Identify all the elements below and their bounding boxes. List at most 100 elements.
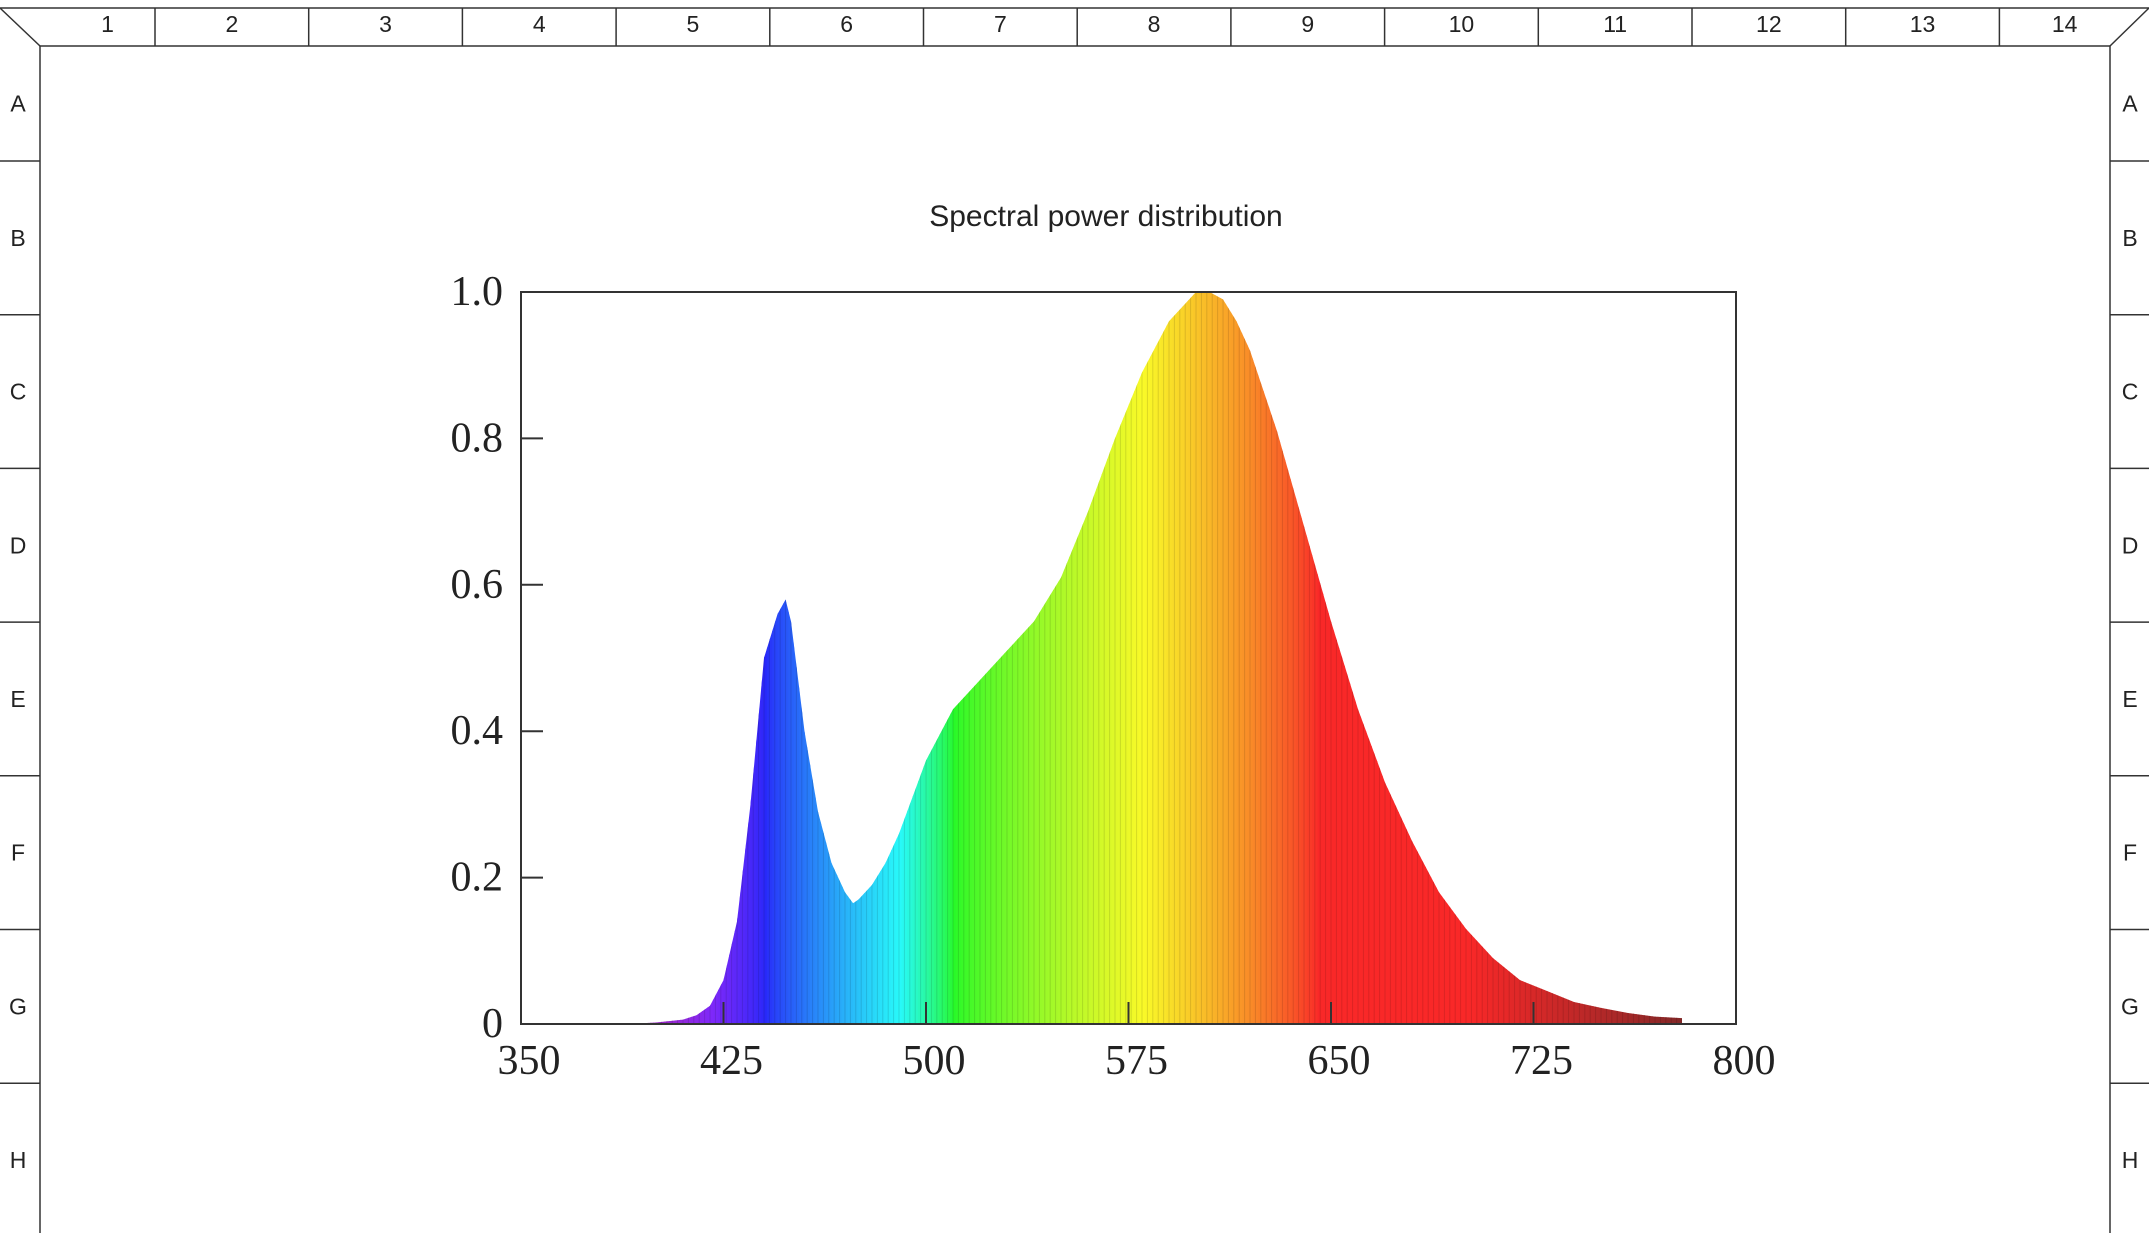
spectrum-band [664, 292, 668, 1024]
spectrum-band [1255, 292, 1259, 1024]
spectrum-band [1204, 292, 1208, 1024]
spectrum-band [677, 292, 681, 1024]
spectrum-band [1109, 292, 1113, 1024]
spectrum-band [1679, 292, 1682, 1024]
spectrum-band [1514, 292, 1518, 1024]
spectrum-band [1131, 292, 1135, 1024]
row-label: H [10, 1147, 27, 1173]
spectrum-band [1052, 292, 1057, 1024]
column-label: 2 [225, 11, 238, 37]
reference-border [0, 7, 2149, 1233]
x-tick-label: 500 [903, 1038, 966, 1084]
spectrum-band [602, 292, 603, 1024]
spectrum-band [1163, 292, 1167, 1024]
spectrum-band [715, 292, 719, 1024]
spectrum-band [1007, 292, 1011, 1024]
x-tick-label: 800 [1713, 1038, 1776, 1084]
spectrum-band [1185, 292, 1189, 1024]
spectrum-band [642, 292, 646, 1024]
spectrum-fill [602, 292, 1682, 1024]
spectrum-band [720, 292, 725, 1024]
spectrum-band [629, 292, 633, 1024]
column-label: 6 [840, 11, 853, 37]
spectrum-band [650, 292, 654, 1024]
column-labels: 1 2 3 4 5 6 7 8 9 10 11 12 13 14 [101, 11, 2078, 37]
spectrum-band [1061, 292, 1065, 1024]
spectrum-band [1587, 292, 1591, 1024]
spectrum-band [1333, 292, 1337, 1024]
y-tick-label: 1.0 [451, 269, 504, 315]
spectrum-band [1592, 292, 1597, 1024]
row-label: A [10, 91, 26, 117]
spectrum-band [1641, 292, 1645, 1024]
spectrum-band [1004, 292, 1008, 1024]
spectrum-band [1528, 292, 1532, 1024]
spectrum-band [1579, 292, 1583, 1024]
spectrum-band [1012, 292, 1016, 1024]
spectrum-band [1266, 292, 1270, 1024]
spectrum-band [1509, 292, 1513, 1024]
spectrum-band [645, 292, 649, 1024]
spectrum-band [1584, 292, 1589, 1024]
spectrum-band [1590, 292, 1594, 1024]
spectrum-band [1063, 292, 1067, 1024]
spectrum-band [1239, 292, 1243, 1024]
spectrum-band [1646, 292, 1651, 1024]
spectrum-band [699, 292, 703, 1024]
spectrum-band [1309, 292, 1313, 1024]
spectrum-band [1676, 292, 1680, 1024]
spectrum-band [1565, 292, 1570, 1024]
spectrum-band [1252, 292, 1256, 1024]
spectrum-band [1520, 292, 1524, 1024]
spectrum-band [1530, 292, 1535, 1024]
spectrum-band [1609, 292, 1613, 1024]
spectrum-band [1187, 292, 1192, 1024]
spectrum-band [1112, 292, 1116, 1024]
spectrum-band [1225, 292, 1229, 1024]
spectrum-band [1169, 292, 1173, 1024]
spectrum-band [1541, 292, 1545, 1024]
spectrum-band [1160, 292, 1165, 1024]
spectrum-band [1568, 292, 1572, 1024]
spectrum-band [691, 292, 695, 1024]
spectrum-band [1096, 292, 1100, 1024]
row-label: C [2122, 379, 2139, 405]
spectrum-band [1144, 292, 1148, 1024]
spectrum-band [1044, 292, 1049, 1024]
row-label: H [2122, 1147, 2139, 1173]
spectrum-band [1193, 292, 1197, 1024]
spectrum-band [618, 292, 622, 1024]
spectrum-band [1050, 292, 1054, 1024]
spectrum-band [1636, 292, 1640, 1024]
spectrum-band [1279, 292, 1283, 1024]
spectrum-band [1460, 292, 1464, 1024]
spectrum-band [1077, 292, 1081, 1024]
spectrum-band [1158, 292, 1162, 1024]
spectrum-band [1493, 292, 1497, 1024]
spectrum-band [1206, 292, 1211, 1024]
spectrum-band [1660, 292, 1664, 1024]
spectrum-band [1298, 292, 1302, 1024]
spectrum-stripes [602, 292, 1682, 1024]
spectrum-band [1295, 292, 1300, 1024]
spectrum-band [1247, 292, 1251, 1024]
spectrum-band [683, 292, 687, 1024]
spectrum-band [1574, 292, 1578, 1024]
spectrum-band [656, 292, 660, 1024]
spectrum-band [731, 292, 735, 1024]
spectrum-band [1015, 292, 1019, 1024]
spectrum-band [620, 292, 625, 1024]
spectrum-band [1139, 292, 1143, 1024]
spectrum-band [1093, 292, 1097, 1024]
spectrum-band [728, 292, 733, 1024]
spectrum-band [1522, 292, 1526, 1024]
spectrum-band [1331, 292, 1335, 1024]
spectrum-band [653, 292, 657, 1024]
spectrum-band [634, 292, 638, 1024]
spectrum-band [1339, 292, 1343, 1024]
spectrum-band [1476, 292, 1481, 1024]
spectrum-band [1617, 292, 1621, 1024]
row-label: A [2122, 91, 2138, 117]
spectrum-band [1244, 292, 1248, 1024]
spectrum-band [1657, 292, 1661, 1024]
